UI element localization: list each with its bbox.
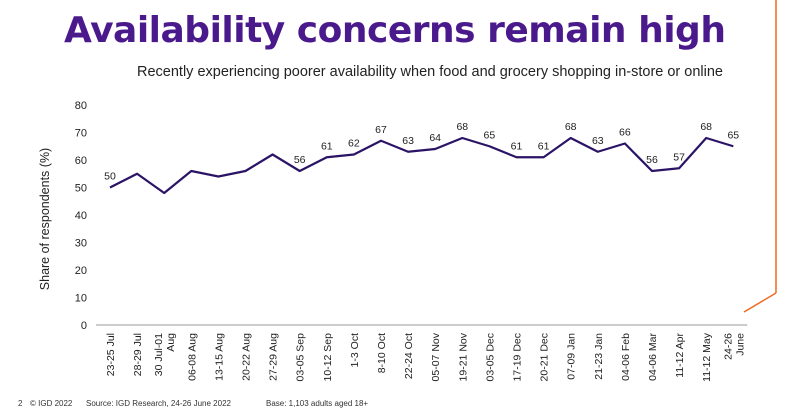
x-tick-label: 20-21 Dec — [539, 333, 551, 381]
x-tick-label-line: 8-10 Oct — [376, 333, 388, 373]
x-tick-label-line: 13-15 Aug — [213, 333, 225, 381]
x-tick-label-line: 30 Jul-01 — [153, 333, 165, 376]
data-label: 68 — [565, 121, 577, 133]
y-tick-label: 80 — [75, 100, 87, 112]
y-tick-label: 0 — [81, 320, 87, 332]
x-tick-label-line: 24-26 — [722, 333, 734, 360]
x-tick-label: 20-22 Aug — [241, 333, 253, 381]
data-label: 68 — [456, 121, 468, 133]
x-tick-label: 17-19 Dec — [512, 333, 524, 381]
data-labels: 50 56 61 62 67 63 64 68 65 61 61 68 63 66 56 57 68 65 — [104, 121, 739, 183]
x-tick-label-line: 19-21 Nov — [457, 332, 469, 381]
base-note: Base: 1,103 adults aged 18+ — [266, 399, 369, 408]
slide-title: Availability concerns remain high — [64, 10, 726, 51]
x-tick-label: 06-08 Aug — [186, 333, 198, 381]
x-tick-label-line: 1-3 Oct — [349, 333, 361, 368]
x-tick-label: 21-23 Jan — [593, 333, 605, 380]
x-tick-label: 07-09 Jan — [566, 333, 578, 380]
y-tick-label: 50 — [75, 183, 87, 195]
data-label: 61 — [321, 140, 333, 152]
x-tick-label-line: 06-08 Aug — [186, 333, 198, 381]
data-label: 67 — [375, 124, 387, 136]
x-tick-label-line: 11-12 May — [701, 332, 713, 382]
data-label: 56 — [646, 154, 658, 166]
data-label: 66 — [619, 127, 631, 139]
data-label: 68 — [700, 121, 712, 133]
data-label: 56 — [294, 154, 306, 166]
x-tick-label-line: 04-06 Feb — [620, 333, 632, 381]
x-tick-label-line: 21-23 Jan — [593, 333, 605, 380]
x-tick-label: 04-06 Mar — [647, 333, 659, 381]
y-tick-label: 40 — [75, 210, 87, 222]
y-tick-label: 30 — [75, 238, 87, 250]
data-label: 61 — [511, 140, 523, 152]
y-tick-label: 10 — [75, 293, 87, 305]
data-label: 61 — [538, 140, 550, 152]
x-tick-label-line: 03-05 Sep — [295, 333, 307, 382]
chart-title: Recently experiencing poorer availabilit… — [137, 64, 723, 80]
x-tick-label-line: 28-29 Jul — [132, 333, 144, 376]
x-tick-label: 04-06 Feb — [620, 333, 632, 381]
x-tick-label: 28-29 Jul — [132, 333, 144, 376]
source-note: Source: IGD Research, 24-26 June 2022 — [86, 399, 231, 408]
series-line — [109, 136, 734, 195]
x-tick-label: 24-26 June — [722, 333, 746, 360]
x-tick-label: 03-05 Dec — [484, 333, 496, 381]
data-label: 63 — [592, 135, 604, 147]
x-tick-label: 13-15 Aug — [213, 333, 225, 381]
data-label: 63 — [402, 135, 414, 147]
y-axis: 0 10 20 30 40 50 60 70 80 — [75, 100, 87, 332]
x-tick-label: 11-12 Apr — [674, 333, 686, 378]
x-tick-label-line: 20-22 Aug — [241, 333, 253, 381]
x-tick-label: 11-12 May — [701, 332, 713, 382]
x-tick-label: 27-29 Aug — [268, 333, 280, 381]
x-tick-label: 23-25 Jul — [105, 333, 117, 376]
x-tick-label: 10-12 Sep — [322, 333, 334, 382]
x-tick-label: 05-07 Nov — [430, 332, 442, 381]
y-axis-label: Share of respondents (%) — [38, 148, 52, 290]
y-tick-label: 60 — [75, 155, 87, 167]
x-tick-label: 1-3 Oct — [349, 333, 361, 368]
copyright: © IGD 2022 — [30, 399, 73, 408]
x-tick-label-line: 10-12 Sep — [322, 333, 334, 382]
data-label: 62 — [348, 138, 360, 150]
x-tick-label: 19-21 Nov — [457, 332, 469, 381]
x-tick-label: 30 Jul-01 Aug — [153, 333, 177, 376]
x-tick-label-line: 05-07 Nov — [430, 332, 442, 381]
x-tick-label-line: 17-19 Dec — [512, 333, 524, 381]
x-tick-label: 22-24 Oct — [403, 333, 415, 379]
x-tick-label-line: 23-25 Jul — [105, 333, 117, 376]
x-tick-label-line: 03-05 Dec — [484, 333, 496, 381]
x-tick-label-line: 11-12 Apr — [674, 333, 686, 378]
data-label: 65 — [484, 129, 496, 141]
x-tick-label-line: 22-24 Oct — [403, 333, 415, 379]
x-tick-label-line: 07-09 Jan — [566, 333, 578, 380]
x-tick-label-line: 27-29 Aug — [268, 333, 280, 381]
data-label: 50 — [104, 171, 116, 183]
x-tick-label-line: 20-21 Dec — [539, 333, 551, 381]
data-label: 57 — [673, 151, 685, 163]
x-tick-label-line: June — [734, 333, 746, 356]
data-label: 64 — [429, 132, 441, 144]
x-axis: 23-25 Jul 28-29 Jul 30 Jul-01 Aug 06-08 Aug 1… — [96, 324, 748, 382]
x-tick-label: 03-05 Sep — [295, 333, 307, 382]
data-label: 65 — [727, 129, 739, 141]
x-tick-label: 8-10 Oct — [376, 333, 388, 373]
x-tick-label-line: Aug — [165, 333, 177, 352]
y-tick-label: 20 — [75, 265, 87, 277]
page-number: 2 — [18, 399, 23, 408]
y-tick-label: 70 — [75, 128, 87, 140]
x-tick-label-line: 04-06 Mar — [647, 333, 659, 381]
